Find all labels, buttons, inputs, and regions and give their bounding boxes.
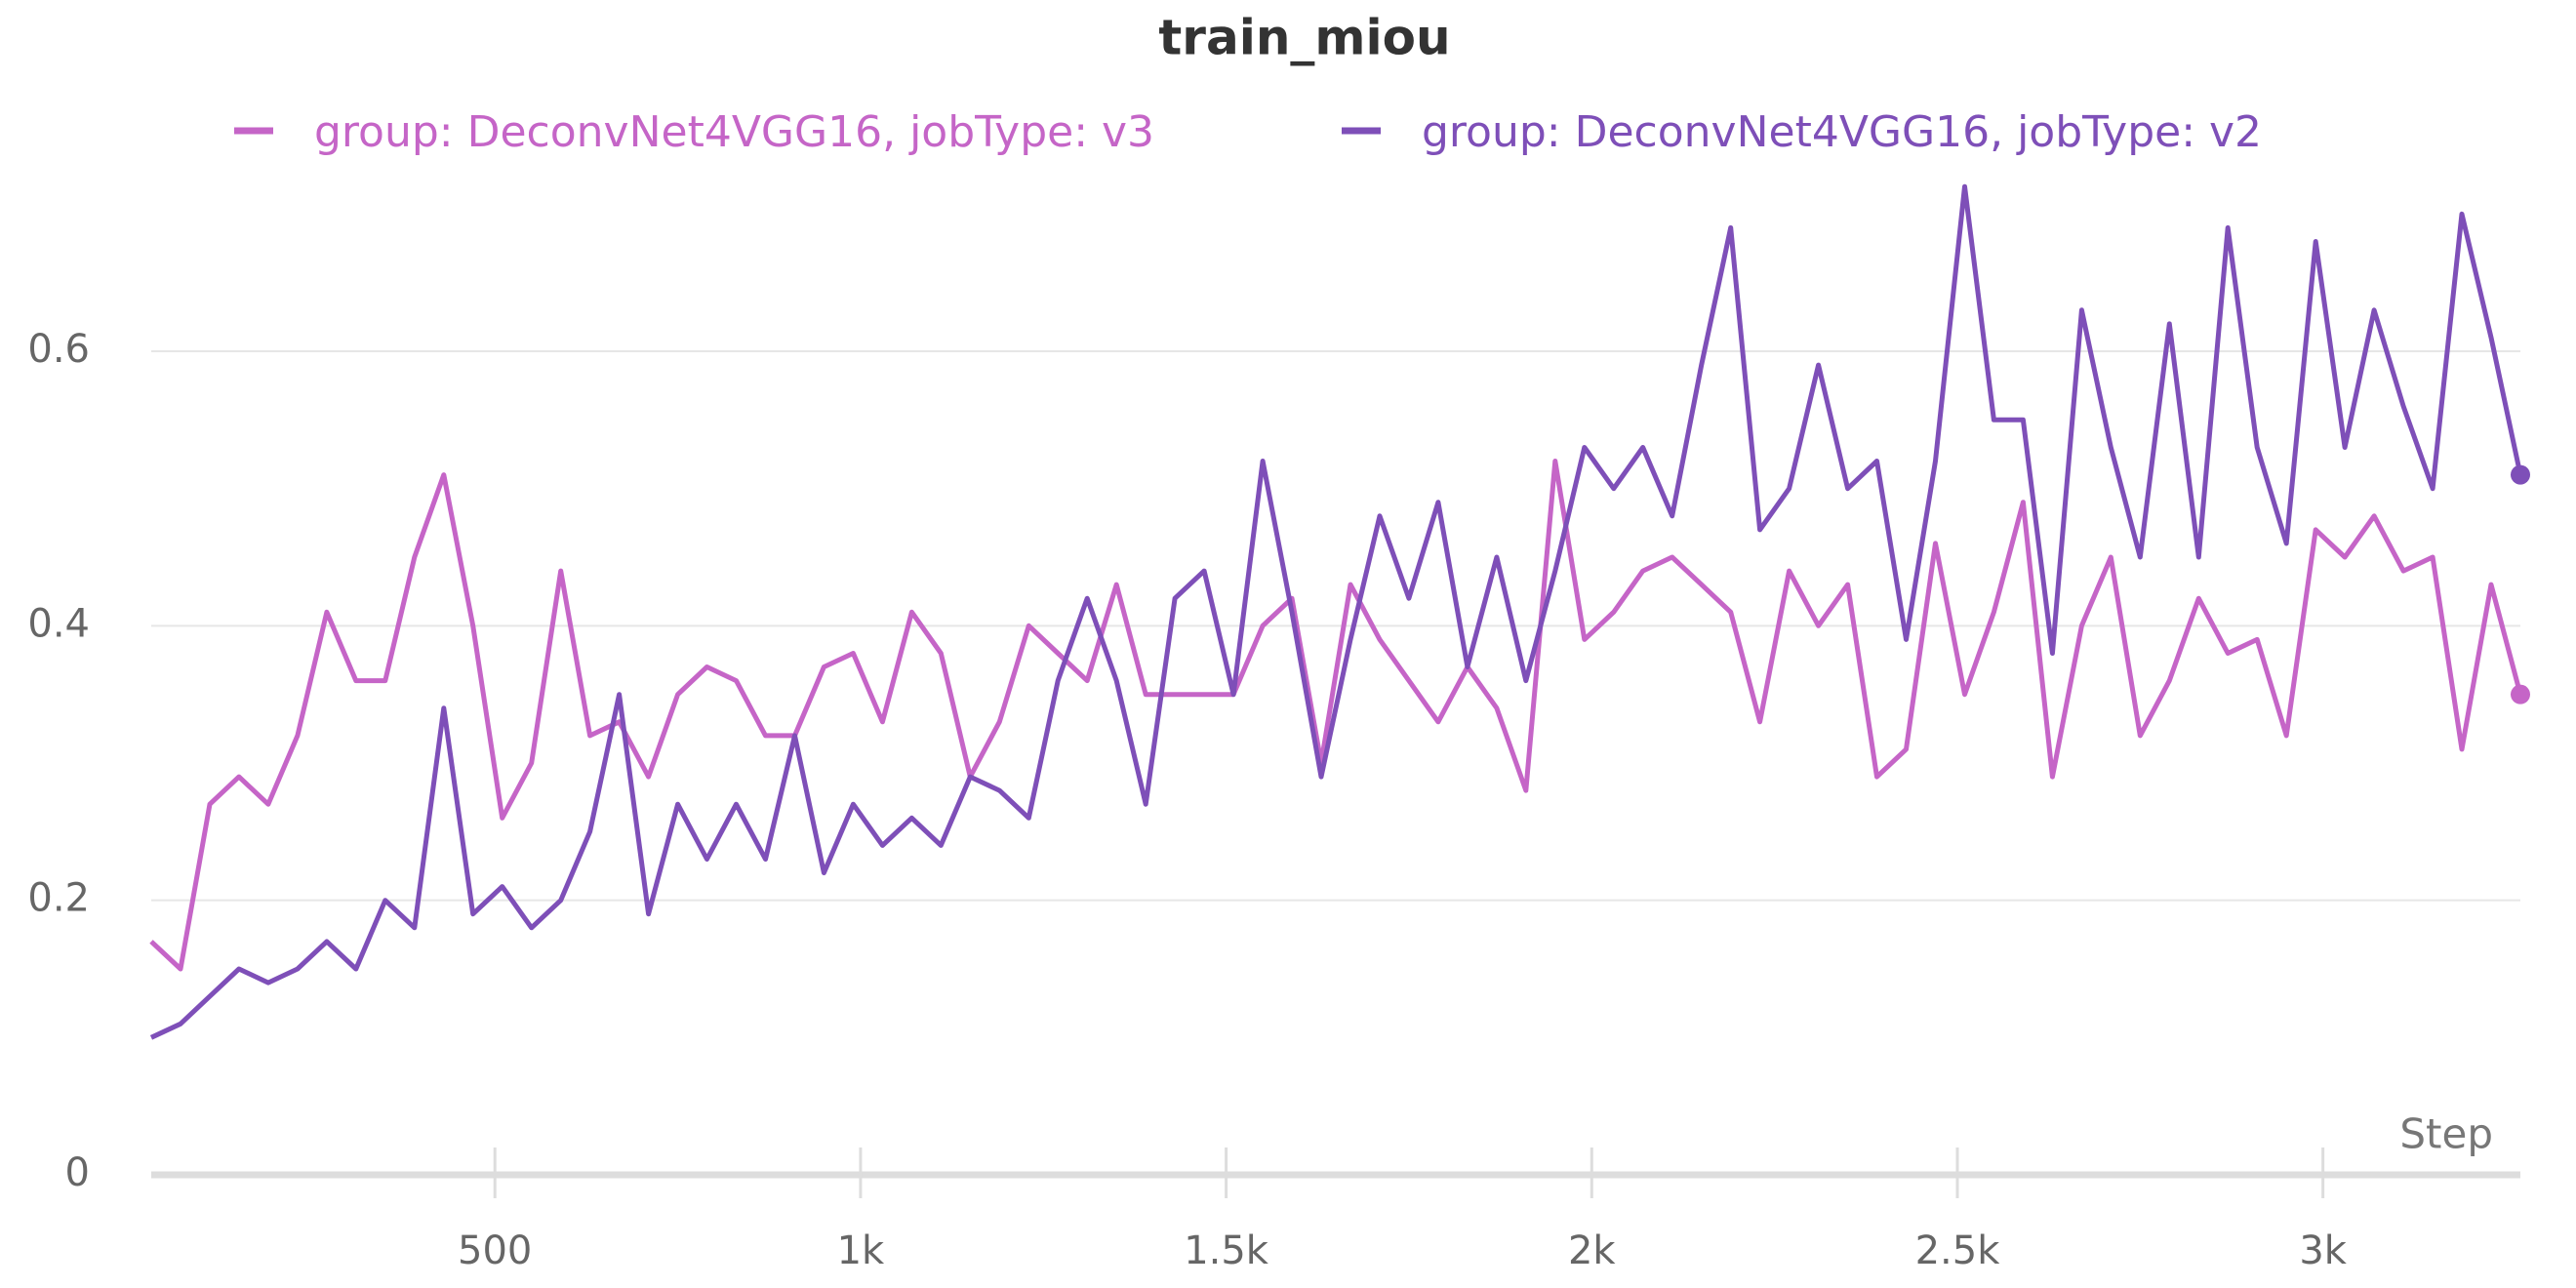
series-line xyxy=(149,459,2523,972)
x-tick-label: 1.5k xyxy=(1184,1228,1269,1273)
x-tick-label: 3k xyxy=(2299,1228,2347,1273)
end-point xyxy=(2511,464,2530,485)
legend-label: group: DeconvNet4VGG16, jobType: v2 xyxy=(1422,107,2262,157)
y-tick-label: 0.4 xyxy=(27,601,90,646)
x-tick-label: 1k xyxy=(837,1228,885,1273)
y-tick-label: 0.2 xyxy=(27,876,90,921)
y-tick-label: 0.6 xyxy=(27,327,90,372)
legend-label: group: DeconvNet4VGG16, jobType: v3 xyxy=(314,107,1154,157)
x-tick-label: 2k xyxy=(1568,1228,1616,1273)
x-axis-label: Step xyxy=(2399,1110,2493,1158)
series-line xyxy=(149,183,2523,1040)
end-point xyxy=(2511,684,2530,704)
x-tick-label: 2.5k xyxy=(1915,1228,2001,1273)
y-tick-label: 0 xyxy=(65,1150,90,1195)
x-tick-label: 500 xyxy=(458,1228,532,1273)
chart-title: train_miou xyxy=(1158,10,1450,66)
